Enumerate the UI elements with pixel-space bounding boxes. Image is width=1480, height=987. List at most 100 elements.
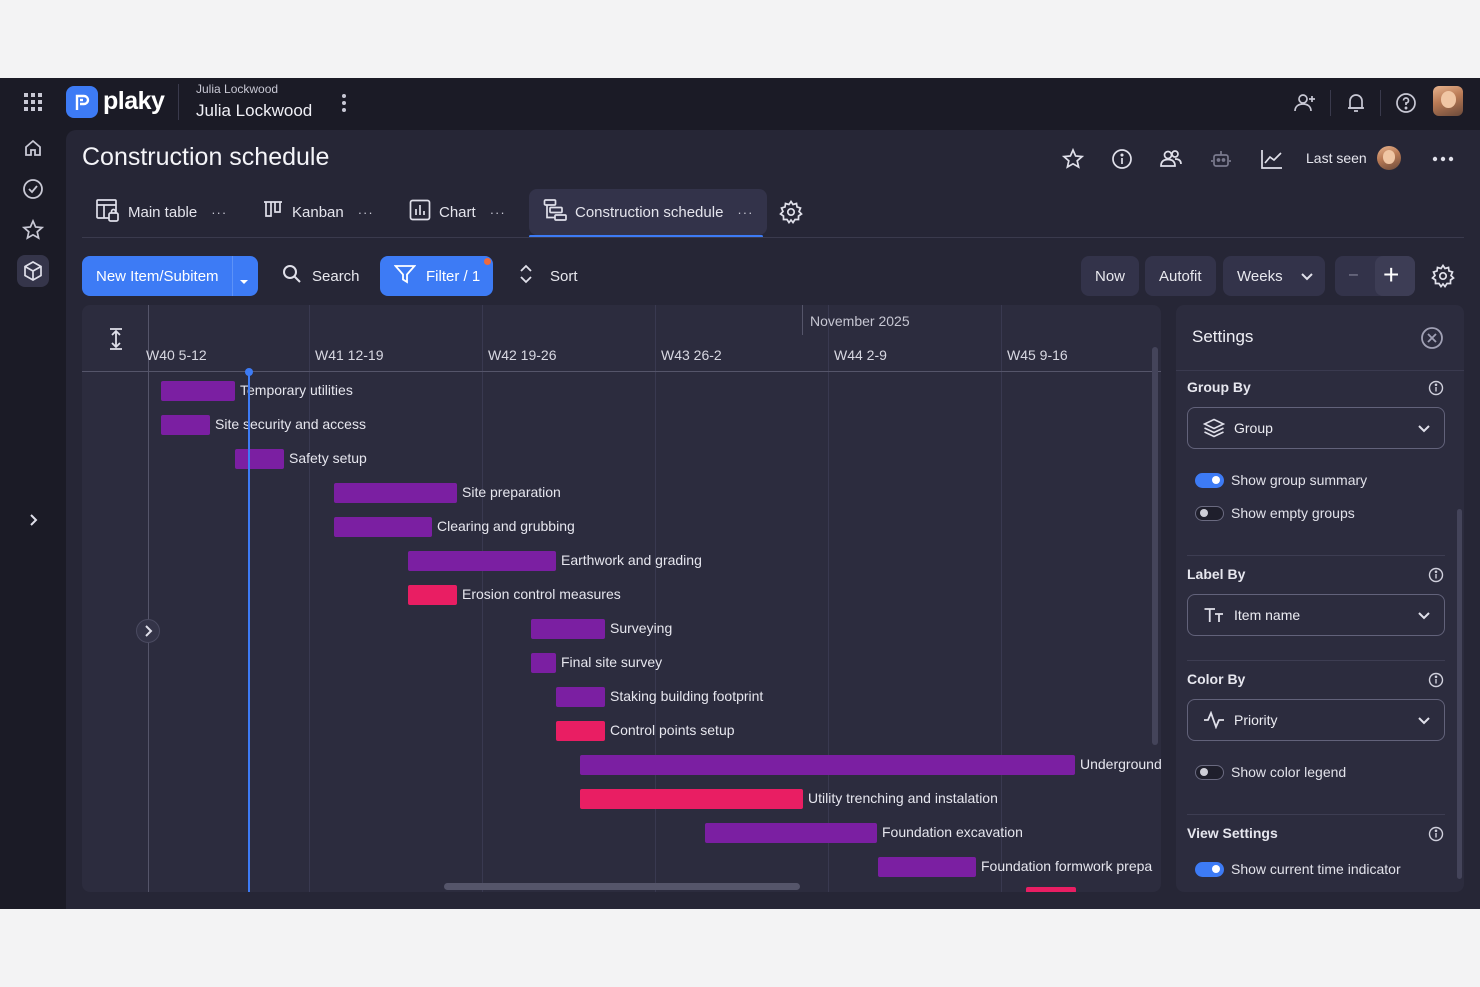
info-icon[interactable] [1428,826,1444,842]
tab-more-icon[interactable]: ··· [211,204,228,220]
color-by-select[interactable]: Priority [1187,699,1445,741]
show-empty-groups-toggle[interactable]: Show empty groups [1195,505,1355,521]
week-gridline [828,305,829,892]
settings-scrollbar[interactable] [1457,509,1462,879]
check-circle-icon[interactable] [17,173,49,205]
collapse-chevron-icon[interactable] [136,619,160,643]
toggle-switch[interactable] [1195,472,1224,488]
caret-down-icon[interactable] [239,272,249,289]
close-icon[interactable] [1420,326,1444,355]
tab-more-icon[interactable]: ··· [357,204,374,220]
gantt-bar-label: Clearing and grubbing [437,518,575,534]
apps-grid-icon[interactable] [17,86,49,118]
gantt-bar[interactable] [580,789,803,809]
gantt-bar[interactable] [235,449,284,469]
activity-chart-icon[interactable] [1259,146,1285,172]
last-seen-label[interactable]: Last seen [1306,150,1367,166]
now-button[interactable]: Now [1081,256,1140,296]
last-seen-avatar[interactable] [1377,146,1401,170]
board-area: Construction schedule Last seen Main tab… [66,130,1480,909]
autofit-button[interactable]: Autofit [1145,256,1216,296]
search-label: Search [312,267,360,285]
gantt-bar[interactable] [531,653,556,673]
user-avatar[interactable] [1433,86,1463,116]
gantt-bar[interactable] [556,721,605,741]
gantt-bar[interactable] [334,483,457,503]
label-by-select[interactable]: Item name [1187,594,1445,636]
toggle-label: Show group summary [1231,472,1368,488]
board-more-icon[interactable] [1430,146,1456,172]
gantt-bar-label: Site security and access [215,416,366,432]
app-logo-text: plaky [103,87,165,115]
toggle-switch[interactable] [1195,505,1224,521]
help-icon[interactable] [1393,90,1419,116]
favorite-star-icon[interactable] [1060,146,1086,172]
toggle-switch[interactable] [1195,764,1224,780]
gantt-chart: November 2025 W40 5-12 W41 12-19 W42 19-… [82,305,1161,892]
show-color-legend-toggle[interactable]: Show color legend [1195,764,1346,780]
divider [1187,814,1445,815]
show-current-time-toggle[interactable]: Show current time indicator [1195,861,1401,877]
bell-icon[interactable] [1343,90,1369,116]
new-item-button[interactable]: New Item/Subitem [82,256,258,296]
star-icon[interactable] [17,214,49,246]
zoom-in-button[interactable] [1375,256,1415,296]
toggle-switch[interactable] [1195,861,1224,877]
tab-more-icon[interactable]: ··· [737,204,754,220]
members-icon[interactable] [1158,146,1184,172]
workspace-name[interactable]: Julia Lockwood [196,101,313,120]
gantt-bar[interactable] [408,551,556,571]
tab-kanban[interactable]: Kanban ··· [262,189,374,235]
top-bar: plaky Julia Lockwood Julia Lockwood [66,78,1480,130]
invite-user-icon[interactable] [1292,90,1318,116]
show-group-summary-toggle[interactable]: Show group summary [1195,472,1367,488]
horizontal-scrollbar[interactable] [444,883,800,890]
tab-main-table[interactable]: Main table ··· [96,189,227,235]
divider [1380,90,1381,116]
tab-chart[interactable]: Chart ··· [409,189,506,235]
gantt-bar[interactable] [161,381,235,401]
info-icon[interactable] [1109,146,1135,172]
gantt-bar-label: Foundation excavation [882,824,1023,840]
tab-more-icon[interactable]: ··· [489,204,506,220]
gantt-bar[interactable] [556,687,605,707]
automation-robot-icon[interactable] [1208,146,1234,172]
toggle-label: Show current time indicator [1231,861,1401,877]
home-icon[interactable] [17,132,49,164]
week-gridline [655,305,656,892]
view-settings-gear-icon[interactable] [778,199,804,225]
gantt-bar[interactable] [161,415,210,435]
gantt-bar[interactable] [705,823,877,843]
zoom-out-button[interactable]: – [1349,266,1358,283]
gantt-bar-partial[interactable] [1026,887,1076,892]
gantt-bar[interactable] [408,585,457,605]
group-by-select[interactable]: Group [1187,407,1445,449]
fit-height-icon[interactable] [108,327,124,356]
gantt-bar-label: Erosion control measures [462,586,621,602]
weeks-dropdown[interactable]: Weeks [1223,256,1325,296]
search-button[interactable]: Search [282,256,360,296]
filter-active-badge [484,258,491,265]
sort-button[interactable]: Sort [516,256,578,296]
tab-construction-schedule[interactable]: Construction schedule ··· [529,189,768,235]
info-icon[interactable] [1428,567,1444,583]
gantt-bar[interactable] [531,619,605,639]
toggle-label: Show color legend [1231,764,1347,780]
now-label: Now [1095,267,1126,285]
info-icon[interactable] [1428,380,1444,396]
info-icon[interactable] [1428,672,1444,688]
filter-button[interactable]: Filter / 1 [380,256,493,296]
vertical-scrollbar[interactable] [1152,347,1158,745]
expand-chevron-icon[interactable] [17,504,49,536]
gantt-bar[interactable] [580,755,1075,775]
gantt-bar[interactable] [334,517,432,537]
table-lock-icon [96,197,120,227]
kanban-icon [262,199,284,225]
plaky-logo-icon[interactable] [66,86,98,118]
gantt-settings-gear-icon[interactable] [1431,256,1455,296]
cube-icon[interactable] [17,255,49,287]
gantt-bar-label: Underground [1080,756,1161,772]
color-by-title: Color By [1187,671,1246,687]
workspace-menu-icon[interactable] [338,92,350,114]
gantt-bar[interactable] [878,857,976,877]
